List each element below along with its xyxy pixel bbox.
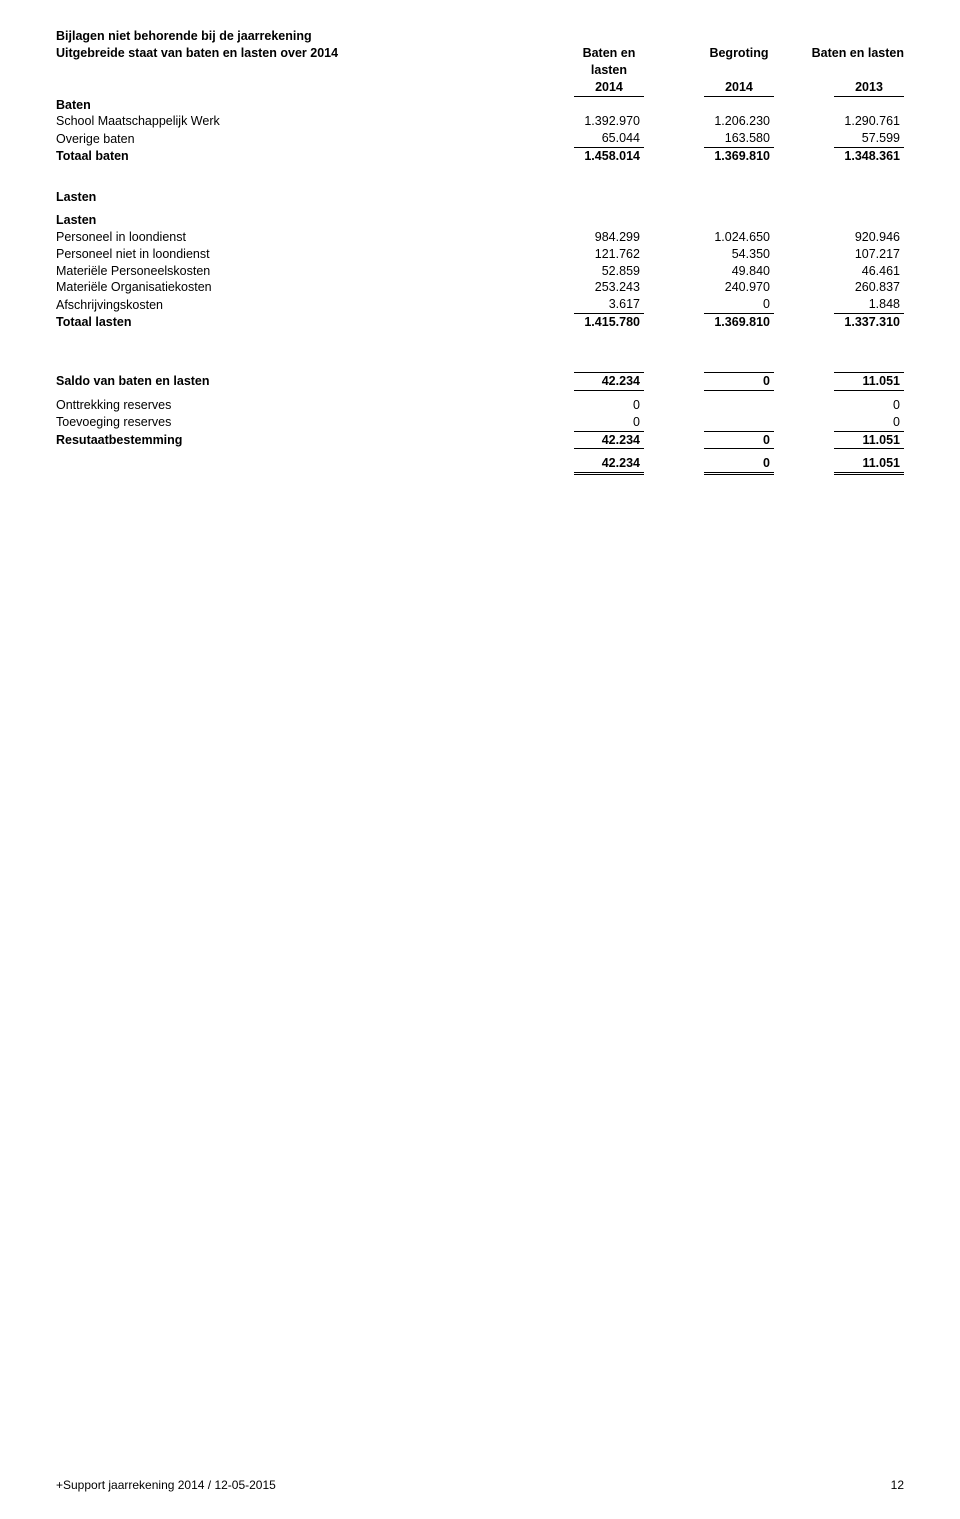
header-line1: Bijlagen niet behorende bij de jaarreken…	[56, 28, 904, 45]
col3-header: Baten en lasten	[774, 45, 904, 62]
cell: 1.458.014	[574, 148, 644, 165]
table-header-row: Uitgebreide staat van baten en lasten ov…	[56, 45, 904, 62]
row-label: Toevoeging reserves	[56, 414, 514, 432]
cell: 3.617	[574, 296, 644, 314]
cell: 920.946	[834, 229, 904, 246]
row-label: Overige baten	[56, 130, 514, 148]
table-row: Personeel in loondienst 984.299 1.024.65…	[56, 229, 904, 246]
row-label: School Maatschappelijk Werk	[56, 113, 514, 130]
cell: 1.024.650	[704, 229, 774, 246]
cell: 121.762	[574, 246, 644, 263]
table-row	[56, 355, 904, 373]
cell: 240.970	[704, 279, 774, 296]
table-row: Resutaatbestemming 42.234 0 11.051	[56, 432, 904, 450]
row-label: Onttrekking reserves	[56, 397, 514, 414]
row-label: Personeel niet in loondienst	[56, 246, 514, 263]
footer-left: +Support jaarrekening 2014 / 12-05-2015	[56, 1477, 276, 1493]
cell: 107.217	[834, 246, 904, 263]
cell: 0	[574, 397, 644, 414]
table-header-row: 2014 2014 2013	[56, 79, 904, 97]
table-row: Overige baten 65.044 163.580 57.599	[56, 130, 904, 148]
cell: 0	[574, 414, 644, 432]
cell: 1.348.361	[834, 148, 904, 165]
row-label: Materiële Personeelskosten	[56, 263, 514, 280]
cell: 984.299	[574, 229, 644, 246]
row-label: Resutaatbestemming	[56, 432, 514, 450]
page-footer: +Support jaarrekening 2014 / 12-05-2015 …	[56, 1477, 904, 1493]
cell: 1.206.230	[704, 113, 774, 130]
table-row: Saldo van baten en lasten 42.234 0 11.05…	[56, 373, 904, 391]
cell: 0	[704, 432, 774, 450]
table-row: Materiële Personeelskosten 52.859 49.840…	[56, 263, 904, 280]
table-row: Totaal lasten 1.415.780 1.369.810 1.337.…	[56, 314, 904, 331]
col1-line1: Baten en	[574, 45, 644, 62]
row-label: Personeel in loondienst	[56, 229, 514, 246]
cell: 11.051	[834, 373, 904, 391]
rule	[834, 355, 904, 373]
rule	[704, 414, 774, 432]
financial-table: Uitgebreide staat van baten en lasten ov…	[56, 45, 904, 475]
cell: 54.350	[704, 246, 774, 263]
table-header-row: lasten	[56, 62, 904, 79]
cell: 1.369.810	[704, 148, 774, 165]
cell: 42.234	[574, 432, 644, 450]
saldo-label: Saldo van baten en lasten	[56, 373, 514, 391]
cell: 57.599	[834, 130, 904, 148]
footer-right: 12	[891, 1477, 904, 1493]
cell: 0	[834, 397, 904, 414]
table-row: Onttrekking reserves 0 0	[56, 397, 904, 414]
cell: 0	[704, 373, 774, 391]
col3-year: 2013	[834, 79, 904, 97]
rule	[704, 355, 774, 373]
cell: 253.243	[574, 279, 644, 296]
cell: 11.051	[834, 432, 904, 450]
col2-line1: Begroting	[704, 45, 774, 62]
table-row: Totaal baten 1.458.014 1.369.810 1.348.3…	[56, 148, 904, 165]
table-row: School Maatschappelijk Werk 1.392.970 1.…	[56, 113, 904, 130]
row-label: Afschrijvingskosten	[56, 296, 514, 314]
table-row: Baten	[56, 97, 904, 114]
baten-heading: Baten	[56, 97, 514, 114]
rule	[574, 355, 644, 373]
cell: 0	[834, 414, 904, 432]
col1-year: 2014	[574, 79, 644, 97]
table-row: Lasten	[56, 212, 904, 229]
col2-year: 2014	[704, 79, 774, 97]
cell: 163.580	[704, 130, 774, 148]
col2-header: Begroting	[644, 45, 774, 62]
cell: 11.051	[834, 455, 904, 475]
cell: 1.290.761	[834, 113, 904, 130]
row-label: Totaal lasten	[56, 314, 514, 331]
cell: 42.234	[574, 373, 644, 391]
cell: 0	[704, 455, 774, 475]
table-row: Toevoeging reserves 0 0	[56, 414, 904, 432]
page: Bijlagen niet behorende bij de jaarreken…	[0, 0, 960, 1519]
cell: 1.415.780	[574, 314, 644, 331]
cell: 42.234	[574, 455, 644, 475]
table-row: Personeel niet in loondienst 121.762 54.…	[56, 246, 904, 263]
table-row: 42.234 0 11.051	[56, 455, 904, 475]
cell: 1.337.310	[834, 314, 904, 331]
col3-line1: Baten en lasten	[812, 45, 904, 62]
lasten-heading: Lasten	[56, 189, 514, 206]
cell: 46.461	[834, 263, 904, 280]
table-row: Materiële Organisatiekosten 253.243 240.…	[56, 279, 904, 296]
row-label: Totaal baten	[56, 148, 514, 165]
cell: 1.848	[834, 296, 904, 314]
header-line2: Uitgebreide staat van baten en lasten ov…	[56, 45, 514, 62]
cell: 1.369.810	[704, 314, 774, 331]
col1-header: Baten en	[514, 45, 644, 62]
table-row: Afschrijvingskosten 3.617 0 1.848	[56, 296, 904, 314]
cell: 1.392.970	[574, 113, 644, 130]
cell: 52.859	[574, 263, 644, 280]
col1-line2: lasten	[574, 62, 644, 79]
cell: 49.840	[704, 263, 774, 280]
lasten-heading: Lasten	[56, 212, 514, 229]
row-label: Materiële Organisatiekosten	[56, 279, 514, 296]
cell: 260.837	[834, 279, 904, 296]
cell: 0	[704, 296, 774, 314]
cell: 65.044	[574, 130, 644, 148]
table-row: Lasten	[56, 189, 904, 206]
